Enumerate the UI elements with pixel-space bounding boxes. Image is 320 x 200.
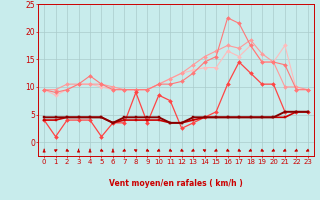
X-axis label: Vent moyen/en rafales ( km/h ): Vent moyen/en rafales ( km/h ) [109,179,243,188]
